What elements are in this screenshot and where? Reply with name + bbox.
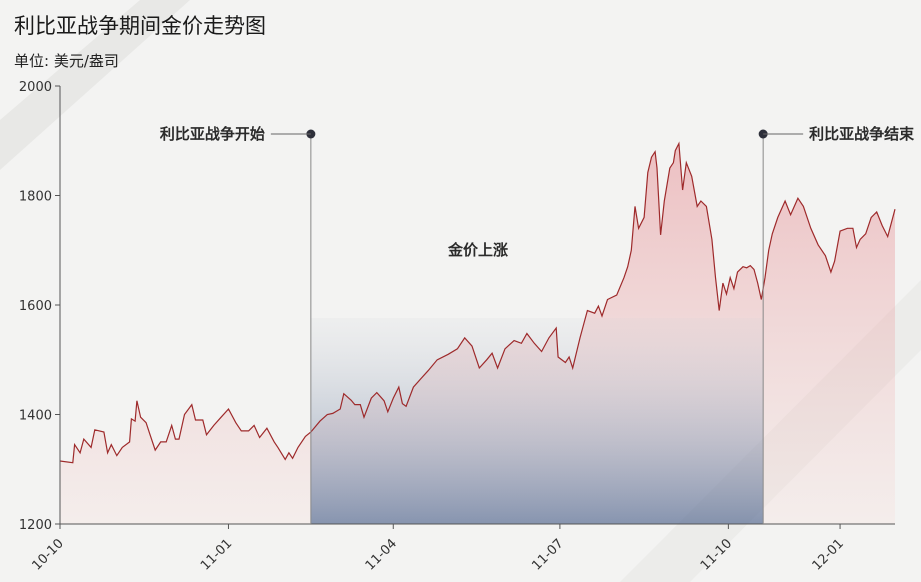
bg-stripe <box>0 0 190 170</box>
plot-area: 1200 1400 1600 1800 2000 10-10 11-01 11-04 11-07… <box>19 80 915 574</box>
shaded-region <box>310 318 764 524</box>
y-tick-label: 1400 <box>19 409 52 424</box>
y-tick-label: 1600 <box>19 299 52 314</box>
x-tick-label: 10-10 <box>30 536 67 573</box>
x-tick-label: 11-04 <box>363 536 400 573</box>
x-tick-label: 11-01 <box>198 536 235 573</box>
y-tick-label: 2000 <box>19 80 52 95</box>
event-label: 利比亚战争开始 <box>160 125 265 143</box>
x-tick-label: 12-01 <box>810 536 847 573</box>
chart-title: 利比亚战争期间金价走势图 <box>14 14 266 38</box>
series-line <box>59 141 896 464</box>
event-label: 利比亚战争结束 <box>809 125 915 143</box>
y-tick-label: 1200 <box>19 518 52 533</box>
x-tick-label: 11-07 <box>529 536 566 573</box>
region-label: 金价上涨 <box>447 241 508 259</box>
chart-subtitle: 单位: 美元/盎司 <box>14 52 119 70</box>
y-tick-label: 1800 <box>19 190 52 205</box>
